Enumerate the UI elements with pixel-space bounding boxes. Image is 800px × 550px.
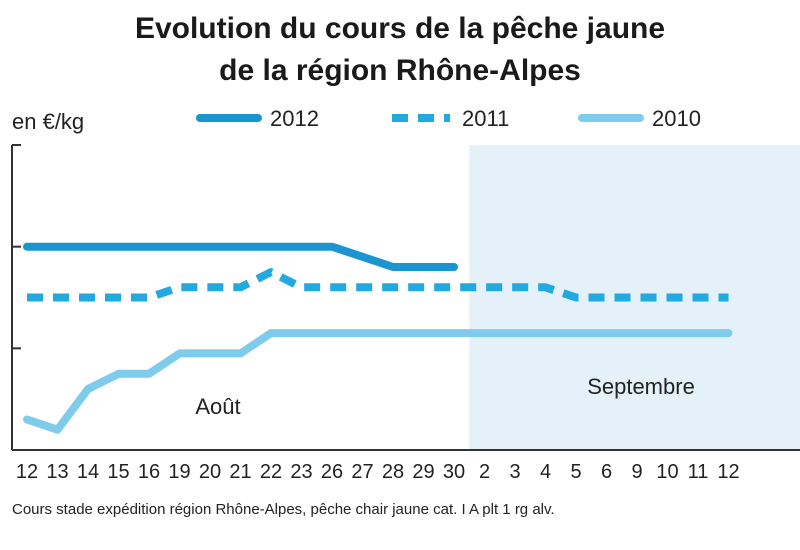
x-tick-label: 3	[509, 461, 520, 483]
legend-label-2011: 2011	[462, 106, 509, 131]
x-tick-label: 10	[656, 461, 678, 483]
x-tick-label: 30	[443, 461, 465, 483]
x-tick-label: 12	[16, 461, 38, 483]
x-tick-label: 16	[138, 461, 160, 483]
x-ticks: 12 13 14 15 16 19 20 21 22 23 26 27 28 29 30 2 3 4 5 6 9 10 11…	[16, 461, 740, 483]
x-tick-label: 23	[290, 461, 312, 483]
x-tick-label: 13	[46, 461, 68, 483]
x-tick-label: 26	[321, 461, 343, 483]
x-tick-label: 20	[199, 461, 221, 483]
month-label-1: Septembre	[587, 374, 695, 399]
legend: 2012 2011 2010	[196, 106, 701, 131]
x-tick-label: 29	[412, 461, 434, 483]
chart-title-line-2: de la région Rhône-Alpes	[219, 54, 581, 87]
x-tick-label: 27	[351, 461, 373, 483]
series-line-2012	[23, 242, 458, 271]
legend-label-2012: 2012	[270, 106, 319, 131]
chart-title-line-1: Evolution du cours de la pêche jaune	[135, 12, 665, 45]
x-tick-label: 2	[479, 461, 490, 483]
footnote: Cours stade expédition région Rhône-Alpe…	[12, 501, 555, 518]
series-lines	[23, 242, 733, 434]
x-tick-label: 15	[107, 461, 129, 483]
x-tick-label: 11	[688, 461, 709, 483]
september-shaded-area	[469, 145, 800, 450]
x-tick-label: 19	[168, 461, 190, 483]
series-line-2010	[23, 329, 733, 434]
month-label-0: Août	[195, 394, 240, 419]
x-tick-label: 9	[631, 461, 642, 483]
unit-label: en €/kg	[12, 109, 84, 134]
x-tick-label: 22	[260, 461, 282, 483]
x-tick-label: 6	[601, 461, 612, 483]
x-tick-label: 12	[717, 461, 739, 483]
x-tick-label: 4	[540, 461, 551, 483]
x-tick-label: 5	[570, 461, 581, 483]
month-labels: Août Septembre	[195, 374, 694, 419]
x-tick-label: 21	[229, 461, 251, 483]
x-tick-label: 14	[77, 461, 99, 483]
legend-label-2010: 2010	[652, 106, 701, 131]
y-ticks	[12, 144, 21, 350]
x-tick-label: 28	[382, 461, 404, 483]
series-line-2011	[27, 268, 729, 302]
